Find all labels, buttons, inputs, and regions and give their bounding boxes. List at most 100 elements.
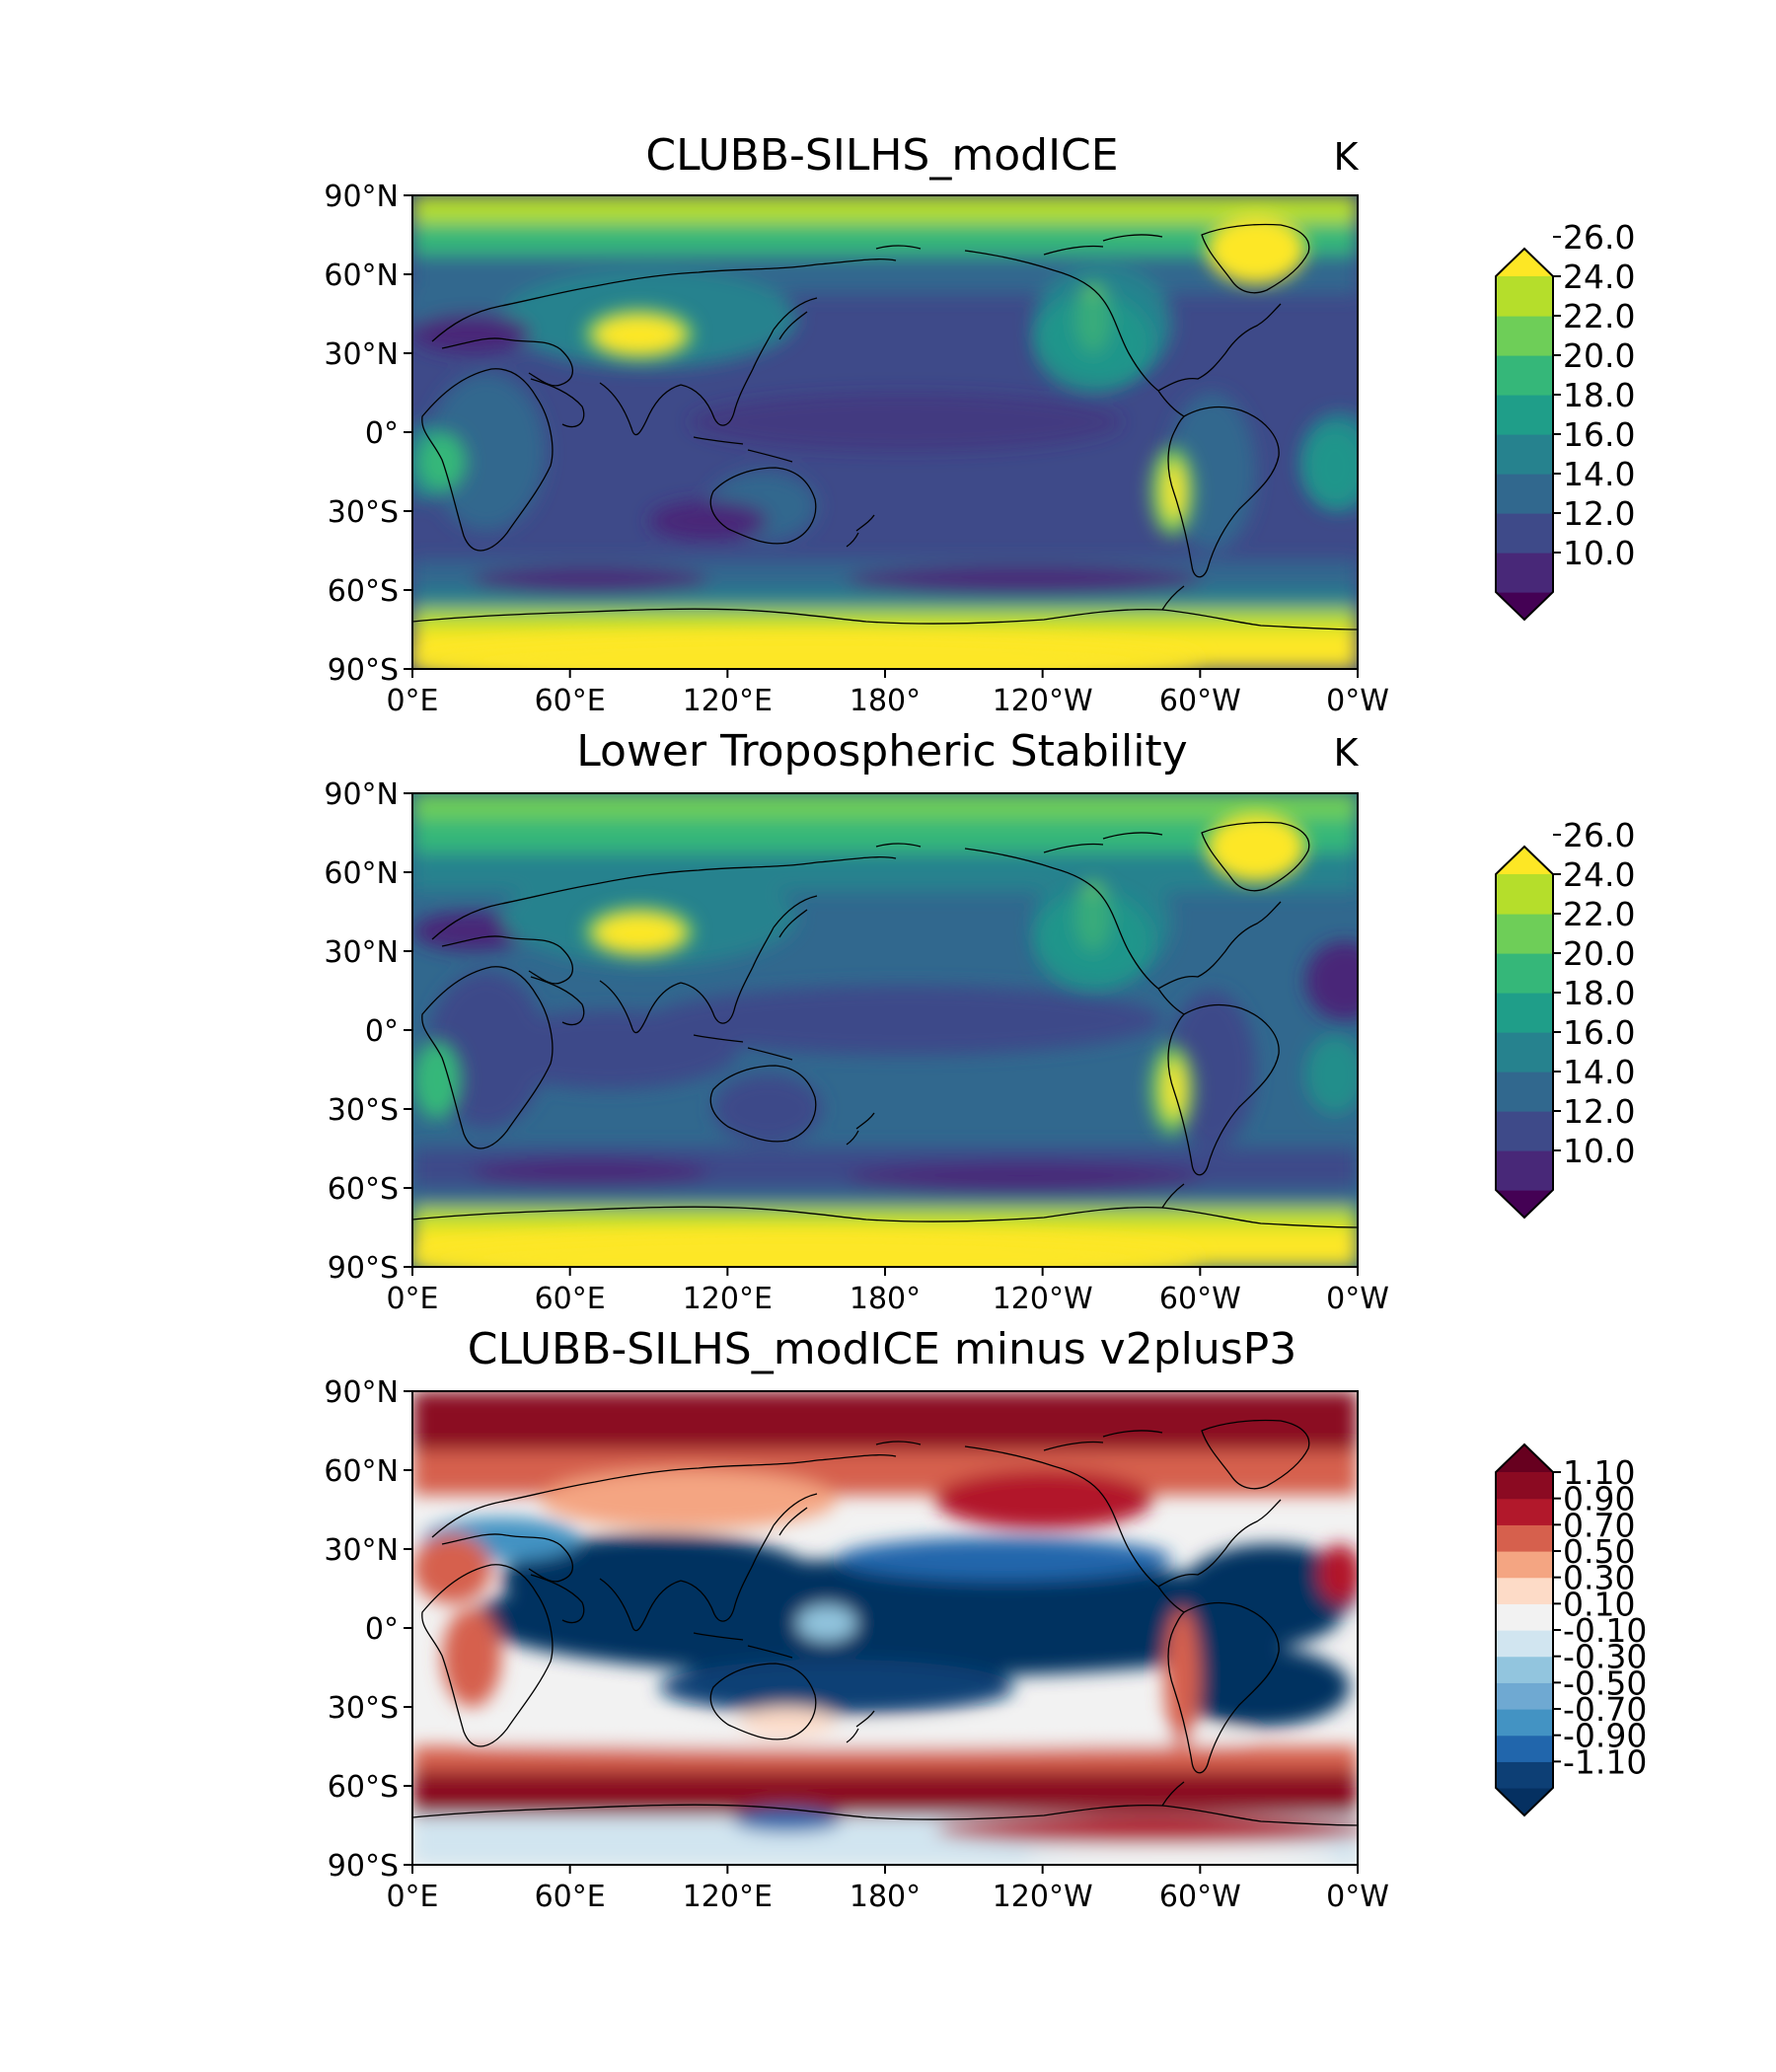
colorbar-tick-label: -0.30	[1563, 1638, 1647, 1676]
colorbar-bin	[1496, 1072, 1553, 1112]
colorbar-tick-label: 12.0	[1563, 494, 1635, 533]
colorbar-bin	[1496, 553, 1553, 593]
lon-tick-label: 0°W	[1326, 1282, 1389, 1316]
lon-tick-label: 0°W	[1326, 1880, 1389, 1914]
colorbar-bin	[1496, 953, 1553, 994]
lon-tick-label: 0°W	[1326, 684, 1389, 718]
map-field	[412, 793, 1358, 1267]
panel-title: CLUBB-SILHS_modICE	[645, 130, 1118, 181]
colorbar-tick-label: 0.70	[1563, 1506, 1635, 1544]
colorbar-bin	[1496, 474, 1553, 514]
lat-tick-label: 30°S	[328, 1093, 399, 1128]
lat-tick-label: 0°	[365, 416, 399, 451]
colorbar-tick-label: -0.70	[1563, 1690, 1647, 1729]
colorbar-bin	[1496, 874, 1553, 915]
colorbar-tick-label: 20.0	[1563, 336, 1635, 375]
map-field	[412, 1391, 1358, 1865]
lon-tick-label: 60°W	[1159, 1282, 1241, 1316]
lat-tick-label: 30°S	[328, 1691, 399, 1726]
lat-tick-label: 30°N	[324, 337, 399, 372]
colorbar-bin	[1496, 1709, 1553, 1737]
colorbar-bin	[1496, 993, 1553, 1033]
colorbar-bin	[1496, 1524, 1553, 1552]
lon-tick-label: 60°E	[535, 1880, 606, 1914]
colorbar-tick-label: 16.0	[1563, 415, 1635, 454]
lat-tick-label: 60°S	[328, 1770, 399, 1805]
colorbar-bin	[1496, 1472, 1553, 1500]
colorbar-tick-label: 26.0	[1563, 218, 1635, 257]
colorbar-bin	[1496, 1111, 1553, 1151]
colorbar-tick-label: -0.10	[1563, 1611, 1647, 1650]
lat-tick-label: 60°N	[324, 856, 399, 891]
colorbar-obs: 10.012.014.016.018.020.022.024.026.0	[1495, 816, 1635, 1220]
map-field	[412, 195, 1358, 669]
lon-tick-label: 120°E	[683, 1880, 773, 1914]
colorbar-bin	[1496, 355, 1553, 396]
lon-tick-label: 180°	[850, 1282, 921, 1316]
colorbar-tick-label: 24.0	[1563, 258, 1635, 296]
lon-tick-label: 180°	[850, 684, 921, 718]
colorbar-bin	[1496, 1682, 1553, 1710]
colorbar-tick-label: 22.0	[1563, 895, 1635, 933]
colorbar-tick-label: -0.50	[1563, 1664, 1647, 1702]
colorbar-bin	[1496, 914, 1553, 954]
panel-units: K	[1334, 731, 1360, 775]
colorbar-tick-label: 0.50	[1563, 1532, 1635, 1571]
colorbar-bin	[1496, 1577, 1553, 1604]
colorbar-bin	[1496, 1032, 1553, 1073]
lat-tick-label: 90°N	[324, 777, 399, 812]
lon-tick-label: 0°E	[386, 1880, 438, 1914]
lon-tick-label: 0°E	[386, 1282, 438, 1316]
colorbar-extend-min	[1496, 1190, 1553, 1218]
colorbar-tick-label: -0.90	[1563, 1717, 1647, 1755]
colorbar-bin	[1496, 1735, 1553, 1762]
panel-title: Lower Tropospheric Stability	[576, 726, 1187, 777]
panel-model: CLUBB-SILHS_modICE K	[324, 130, 1389, 718]
colorbar-bin	[1496, 395, 1553, 435]
colorbar-tick-label: 26.0	[1563, 816, 1635, 854]
colorbar-bin	[1496, 1761, 1553, 1789]
colorbar-bin	[1496, 1603, 1553, 1631]
colorbar-tick-label: 14.0	[1563, 1053, 1635, 1091]
colorbar-tick-label: 0.10	[1563, 1585, 1635, 1623]
colorbar-tick-label: 14.0	[1563, 455, 1635, 493]
lat-tick-label: 90°S	[328, 1849, 399, 1884]
lon-tick-label: 120°W	[993, 1880, 1093, 1914]
colorbar-tick-label: 18.0	[1563, 376, 1635, 414]
lat-tick-label: 0°	[365, 1014, 399, 1049]
lat-tick-label: 60°S	[328, 574, 399, 609]
panel-diff: CLUBB-SILHS_modICE minus v2plusP3	[324, 1324, 1389, 1914]
colorbar-bin	[1496, 1498, 1553, 1525]
lat-tick-label: 60°N	[324, 259, 399, 293]
colorbar-bin	[1496, 513, 1553, 554]
lon-tick-label: 120°W	[993, 1282, 1093, 1316]
lat-tick-label: 60°S	[328, 1172, 399, 1207]
lon-tick-label: 60°W	[1159, 684, 1241, 718]
lon-tick-label: 120°E	[683, 684, 773, 718]
lon-tick-label: 180°	[850, 1880, 921, 1914]
colorbar-tick-label: -1.10	[1563, 1742, 1647, 1781]
colorbar-bin	[1496, 1551, 1553, 1579]
colorbar-tick-label: 20.0	[1563, 934, 1635, 973]
lat-tick-label: 0°	[365, 1612, 399, 1647]
lat-tick-label: 90°N	[324, 180, 399, 214]
lon-tick-label: 0°E	[386, 684, 438, 718]
colorbar-tick-label: 10.0	[1563, 534, 1635, 572]
colorbar-extend-min	[1496, 592, 1553, 620]
colorbar-extend-max	[1496, 1444, 1553, 1472]
lat-tick-label: 90°S	[328, 1251, 399, 1286]
lat-tick-label: 30°N	[324, 935, 399, 970]
colorbar-tick-label: 18.0	[1563, 974, 1635, 1012]
lat-tick-label: 60°N	[324, 1454, 399, 1489]
colorbar-bin	[1496, 1150, 1553, 1191]
axis-ticks: 0°E 60°E 120°E 180° 120°W 60°W 0°W 90°N 60°N 30°N…	[324, 1375, 1389, 1914]
panel-title: CLUBB-SILHS_modICE minus v2plusP3	[468, 1324, 1296, 1374]
axis-ticks: 0°E 60°E 120°E 180° 120°W 60°W 0°W 90°N 60°N 30°N…	[324, 180, 1389, 718]
lon-tick-label: 120°W	[993, 684, 1093, 718]
colorbar-bin	[1496, 1656, 1553, 1683]
lon-tick-label: 60°E	[535, 1282, 606, 1316]
panel-obs: Lower Tropospheric Stability K	[324, 726, 1389, 1316]
colorbar-bin	[1496, 1630, 1553, 1658]
lat-tick-label: 30°S	[328, 495, 399, 530]
